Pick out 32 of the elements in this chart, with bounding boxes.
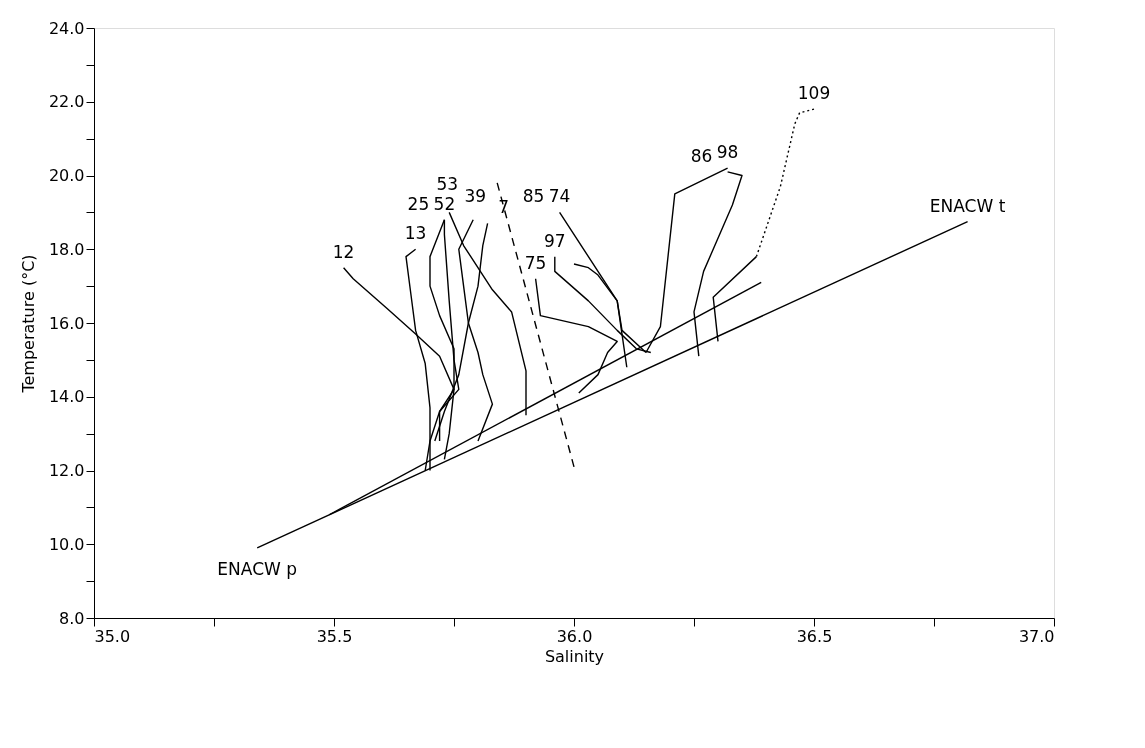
annotation: 25 [407, 193, 430, 214]
y-tick-label: 14.0 [48, 387, 85, 407]
y-tick-label: 18.0 [48, 239, 85, 259]
annotation: 52 [433, 193, 456, 214]
y-tick-label: 8.0 [59, 608, 85, 628]
annotation: ENACW p [217, 558, 298, 579]
x-tick-label: 36.5 [796, 626, 833, 646]
annotation: 98 [716, 142, 739, 163]
annotation: 97 [543, 230, 566, 251]
x-tick-label: 35.5 [316, 626, 353, 646]
x-tick-label: 35.0 [94, 626, 131, 646]
annotation: 75 [524, 252, 547, 273]
annotation: ENACW t [929, 195, 1006, 216]
y-tick-label: 24.0 [48, 18, 85, 38]
y-tick-label: 12.0 [48, 461, 85, 480]
annotation: 53 [436, 173, 459, 194]
y-axis-title: Temperature (°C) [18, 254, 38, 394]
annotation: 74 [548, 186, 571, 207]
x-tick-label: 36.0 [556, 626, 593, 646]
annotation: 85 [522, 186, 545, 207]
annotation: 86 [690, 145, 713, 166]
annotation: 12 [332, 241, 355, 262]
annotation: 39 [464, 186, 487, 207]
y-tick-label: 20.0 [48, 166, 85, 185]
annotation: 7 [498, 197, 510, 218]
x-tick-label: 37.0 [1018, 626, 1055, 646]
x-axis-title: Salinity [544, 646, 605, 666]
y-tick-label: 10.0 [48, 534, 85, 554]
annotation: 13 [404, 223, 427, 244]
y-tick-label: 16.0 [48, 313, 85, 333]
annotation: 109 [797, 83, 831, 104]
y-tick-label: 22.0 [48, 92, 85, 112]
